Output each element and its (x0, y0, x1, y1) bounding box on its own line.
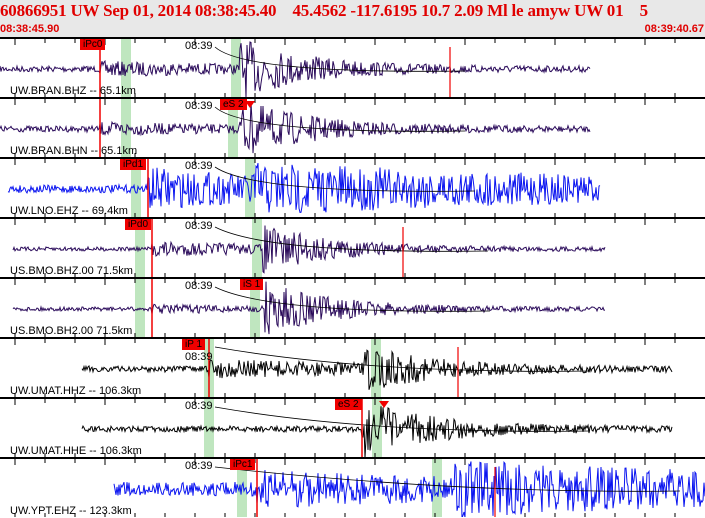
phase-pick-label[interactable]: iS 1 (240, 279, 264, 290)
waveform-panel[interactable]: 08:39 eS 2 UW.UMAT.HHE -- 106.3km (0, 397, 705, 457)
phase-window-band (121, 39, 131, 97)
phase-window-band (372, 399, 382, 457)
event-title: 60866951 UW Sep 01, 2014 08:38:45.40 45.… (0, 1, 648, 20)
time-tick-label: 08:39 (185, 351, 213, 363)
seismogram-plot (14, 339, 676, 397)
event-header: 60866951 UW Sep 01, 2014 08:38:45.40 45.… (0, 0, 705, 38)
window-start-time: 08:38:45.90 (0, 23, 60, 35)
time-tick-label: 08:39 (185, 40, 213, 52)
waveform-panel[interactable]: 08:39 iPc0 UW.BRAN.BHZ -- 65.1km (0, 37, 705, 97)
travel-time-curve (214, 466, 681, 492)
waveform-trace (0, 41, 591, 97)
channel-label: US.BMO.BH2.00 71.5km (10, 325, 133, 337)
phase-pick-label[interactable]: eS 2 (335, 399, 362, 410)
time-tick-label: 08:39 (185, 160, 213, 172)
s-marker-triangle (379, 401, 389, 408)
channel-label: UW.UMAT.HHZ -- 106.3km (10, 385, 142, 397)
travel-time-curve (214, 226, 489, 252)
waveform-trace (113, 461, 705, 517)
time-tick-label: 08:39 (185, 100, 213, 112)
travel-time-curve (214, 106, 466, 132)
seismogram-plot (14, 399, 676, 457)
phase-pick-label[interactable]: iPc0 (80, 39, 106, 50)
seismogram-plot (7, 159, 676, 217)
travel-time-curve (214, 166, 476, 192)
channel-label: UW.LNO.EHZ -- 69.4km (10, 205, 128, 217)
travel-time-curve (214, 46, 466, 72)
seismogram-plot (12, 279, 676, 337)
waveform-panel[interactable]: 08:39 iS 1 US.BMO.BH2.00 71.5km (0, 277, 705, 337)
waveform-trace (12, 281, 606, 335)
waveform-trace (81, 406, 673, 457)
waveform-panel[interactable]: 08:39 iPd0 US.BMO.BHZ.00 71.5km (0, 217, 705, 277)
time-tick-label: 08:39 (185, 460, 213, 472)
phase-window-band (371, 339, 381, 397)
phase-window-band (245, 159, 255, 217)
phase-window-band (135, 219, 145, 277)
s-marker-triangle (245, 101, 255, 108)
waveform-panel[interactable]: 08:39 iPd1 UW.LNO.EHZ -- 69.4km (0, 157, 705, 217)
time-tick-label: 08:39 (185, 280, 213, 292)
phase-window-band (432, 459, 442, 517)
channel-label: UW.UMAT.HHE -- 106.3km (10, 445, 142, 457)
seismogram-plot (14, 459, 705, 517)
waveform-trace (12, 225, 606, 274)
channel-label: UW.BRAN.BHN -- 65.1km (10, 145, 138, 157)
window-end-time: 08:39:40.67 (644, 23, 704, 35)
phase-window-band (204, 399, 214, 457)
waveform-trace (7, 162, 601, 213)
phase-window-band (121, 99, 131, 157)
time-tick-label: 08:39 (185, 220, 213, 232)
travel-time-curve (214, 286, 491, 312)
waveform-panel[interactable]: 08:39 eS 2 UW.BRAN.BHN -- 65.1km (0, 97, 705, 157)
phase-pick-label[interactable]: eS 2 (220, 99, 247, 110)
channel-label: UW.YPT.EHZ -- 123.3km (10, 505, 132, 517)
seismogram-plot (12, 219, 676, 277)
waveform-panel[interactable]: 08:39 iP 1 UW.UMAT.HHZ -- 106.3km (0, 337, 705, 397)
phase-pick-label[interactable]: iPc1 (230, 459, 256, 470)
travel-time-curve (214, 406, 591, 432)
channel-label: US.BMO.BHZ.00 71.5km (10, 265, 133, 277)
travel-time-curve (214, 346, 591, 372)
waveform-trace (81, 349, 673, 390)
phase-pick-label[interactable]: iPd0 (125, 219, 152, 230)
waveform-trace (0, 102, 591, 154)
time-tick-label: 08:39 (185, 400, 213, 412)
phase-window-band (252, 219, 262, 277)
seismogram-plot (0, 99, 676, 157)
seismogram-plot (0, 39, 676, 97)
phase-pick-label[interactable]: iP 1 (182, 339, 206, 350)
channel-label: UW.BRAN.BHZ -- 65.1km (10, 85, 136, 97)
phase-pick-label[interactable]: iPd1 (120, 159, 147, 170)
phase-window-band (131, 159, 141, 217)
waveform-panels[interactable]: 08:39 iPc0 UW.BRAN.BHZ -- 65.1km 08:39 eS 2 U… (0, 37, 705, 518)
waveform-panel[interactable]: 08:39 iPc1 UW.YPT.EHZ -- 123.3km (0, 457, 705, 517)
